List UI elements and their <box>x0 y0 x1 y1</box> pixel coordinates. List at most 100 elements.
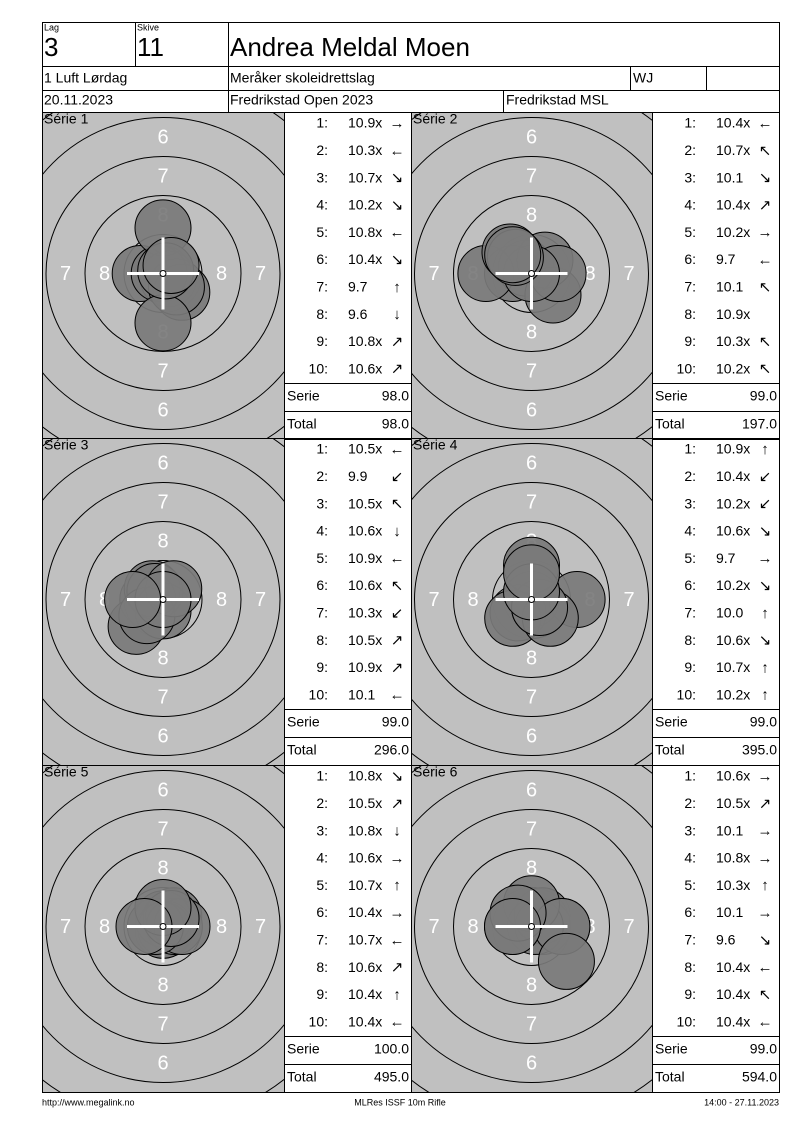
date: 20.11.2023 <box>44 92 113 108</box>
shot-score: 10.4x <box>348 1013 382 1029</box>
shot-no: 10: <box>677 360 696 376</box>
ring-label: 7 <box>157 165 168 187</box>
ring-label: 6 <box>157 779 168 801</box>
total-label: Total <box>287 416 317 432</box>
shot-no: 8: <box>316 632 328 648</box>
ring-label: 7 <box>526 165 537 187</box>
shot-score: 10.7x <box>348 169 382 185</box>
target: 888877776666 <box>411 765 652 1092</box>
serie-value: 99.0 <box>750 388 777 404</box>
shot-no: 2: <box>316 795 328 811</box>
shot-score: 10.1 <box>348 686 375 702</box>
shot-score: 10.5x <box>348 495 382 511</box>
series-title: Série 5 <box>44 764 89 780</box>
shot-no: 7: <box>316 279 328 295</box>
shot-direction: ↓ <box>393 523 401 540</box>
shot-no: 6: <box>316 577 328 593</box>
ring-label: 8 <box>216 916 227 938</box>
ring <box>84 848 242 1005</box>
ring-label: 6 <box>157 1052 168 1074</box>
shot-no: 6: <box>684 577 696 593</box>
shot-score: 10.4x <box>716 986 750 1002</box>
ring-label: 6 <box>157 452 168 474</box>
total-value: 296.0 <box>374 742 409 758</box>
shot-no: 2: <box>316 142 328 158</box>
shot-score: 10.4x <box>716 197 750 213</box>
shot-direction: → <box>758 850 773 867</box>
venue: Fredrikstad MSL <box>506 92 609 108</box>
shot-no: 6: <box>316 904 328 920</box>
ring <box>453 521 610 678</box>
shot-direction: ↙ <box>759 496 772 513</box>
shot-direction: ↖ <box>759 986 772 1003</box>
series: 888877776666Série 41:10.9x↑2:10.4x↙3:10.… <box>411 437 780 766</box>
shot-score: 10.6x <box>348 959 382 975</box>
total-label: Total <box>655 416 685 432</box>
shot-no: 1: <box>684 768 696 784</box>
ring-label: 7 <box>157 686 168 708</box>
shot-direction: ↗ <box>391 333 404 350</box>
total-value: 594.0 <box>742 1069 777 1085</box>
ring-label: 8 <box>216 263 227 285</box>
header: Lag 3 Skive 11 Andrea Meldal Moen 1 Luft… <box>42 22 780 113</box>
shot-direction: → <box>758 224 773 241</box>
shot-score: 10.9x <box>716 306 750 322</box>
shot-score: 10.2x <box>716 577 750 593</box>
ring <box>411 117 652 430</box>
ring-label: 7 <box>60 589 71 611</box>
ring-label: 7 <box>526 360 537 382</box>
crosshair-center <box>528 923 535 930</box>
crosshair-center <box>159 596 167 603</box>
shot-no: 7: <box>684 932 696 948</box>
crosshair-center <box>528 270 535 277</box>
ring-label: 6 <box>526 452 537 474</box>
lag: 3 <box>44 32 58 62</box>
shot-score: 10.8x <box>348 224 382 240</box>
shot-no: 1: <box>684 115 696 131</box>
shot-no: 5: <box>684 224 696 240</box>
total-value: 495.0 <box>374 1069 409 1085</box>
shot-no: 8: <box>316 306 328 322</box>
shot-direction: → <box>758 823 773 840</box>
ring-label: 8 <box>216 589 227 611</box>
shot-no: 1: <box>316 115 328 131</box>
ring-label: 7 <box>255 916 266 938</box>
shot-score: 10.8x <box>348 768 382 784</box>
shot-direction: ↖ <box>759 142 772 159</box>
ring-label: 8 <box>526 204 537 226</box>
ring-label: 8 <box>526 857 537 879</box>
shot-score: 10.7x <box>716 659 750 675</box>
ring-label: 7 <box>428 589 439 611</box>
shot-score: 10.8x <box>348 822 382 838</box>
shot-score: 10.2x <box>348 197 382 213</box>
shot-no: 1: <box>316 441 328 457</box>
series-title: Série 6 <box>413 764 458 780</box>
shot-direction: ↓ <box>393 823 401 840</box>
shot-no: 4: <box>684 850 696 866</box>
shot-no: 4: <box>316 523 328 539</box>
shot-no: 7: <box>316 605 328 621</box>
shot-score: 9.7 <box>348 279 368 295</box>
shot-score: 10.4x <box>348 904 382 920</box>
shot-no: 1: <box>684 441 696 457</box>
ring-label: 8 <box>584 263 595 285</box>
series-title: Série 4 <box>413 437 458 453</box>
shot-no: 6: <box>316 251 328 267</box>
ring-label: 7 <box>526 818 537 840</box>
shot-score: 10.2x <box>716 360 750 376</box>
target: 888877776666 <box>411 438 652 765</box>
shot-no: 5: <box>684 550 696 566</box>
ring-label: 6 <box>526 126 537 148</box>
shot-direction: → <box>390 904 405 921</box>
shot-score: 10.6x <box>348 360 382 376</box>
shot-direction: ↑ <box>761 877 769 894</box>
shot-no: 5: <box>316 877 328 893</box>
shot-score: 10.4x <box>716 115 750 131</box>
ring-label: 6 <box>157 399 168 421</box>
lag-label: Lag <box>44 22 59 32</box>
list-frame <box>652 112 780 440</box>
shot-no: 3: <box>684 822 696 838</box>
shot-score: 10.3x <box>348 605 382 621</box>
class: 1 Luft Lørdag <box>44 70 127 86</box>
